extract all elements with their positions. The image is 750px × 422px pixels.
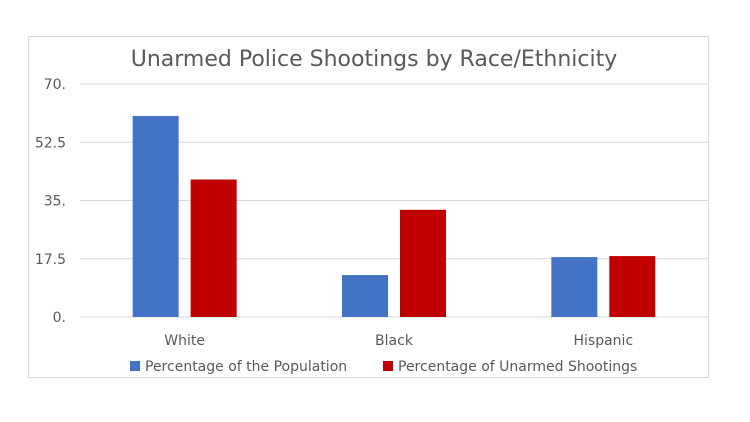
legend-label: Percentage of the Population — [145, 359, 347, 375]
legend-label: Percentage of Unarmed Shootings — [398, 359, 637, 375]
bar-hispanic-series-1 — [551, 257, 598, 317]
gridlines — [80, 83, 708, 318]
bar-hispanic-series-2 — [609, 256, 656, 317]
x-category-label: Hispanic — [574, 333, 634, 349]
y-tick-label: 70. — [44, 77, 66, 93]
legend-swatch — [130, 361, 140, 371]
bar-white-series-1 — [132, 115, 179, 317]
x-category-label: White — [164, 333, 205, 349]
bars — [132, 115, 656, 317]
y-tick-label: 0. — [53, 310, 66, 326]
bar-black-series-1 — [342, 275, 388, 317]
bar-white-series-2 — [190, 179, 237, 317]
x-category-label: Black — [375, 333, 414, 349]
legend-swatch — [383, 361, 393, 371]
x-axis-categories: White Black Hispanic — [164, 333, 633, 349]
chart-title: Unarmed Police Shootings by Race/Ethnici… — [131, 47, 618, 72]
y-tick-label: 35. — [44, 194, 66, 210]
bar-black-series-2 — [400, 209, 446, 317]
y-tick-label: 17.5 — [35, 252, 66, 268]
y-tick-label: 52.5 — [35, 135, 66, 151]
legend: Percentage of the Population Percentage o… — [130, 359, 637, 375]
y-axis-ticks: 0. 17.5 35. 52.5 70. — [35, 77, 66, 326]
